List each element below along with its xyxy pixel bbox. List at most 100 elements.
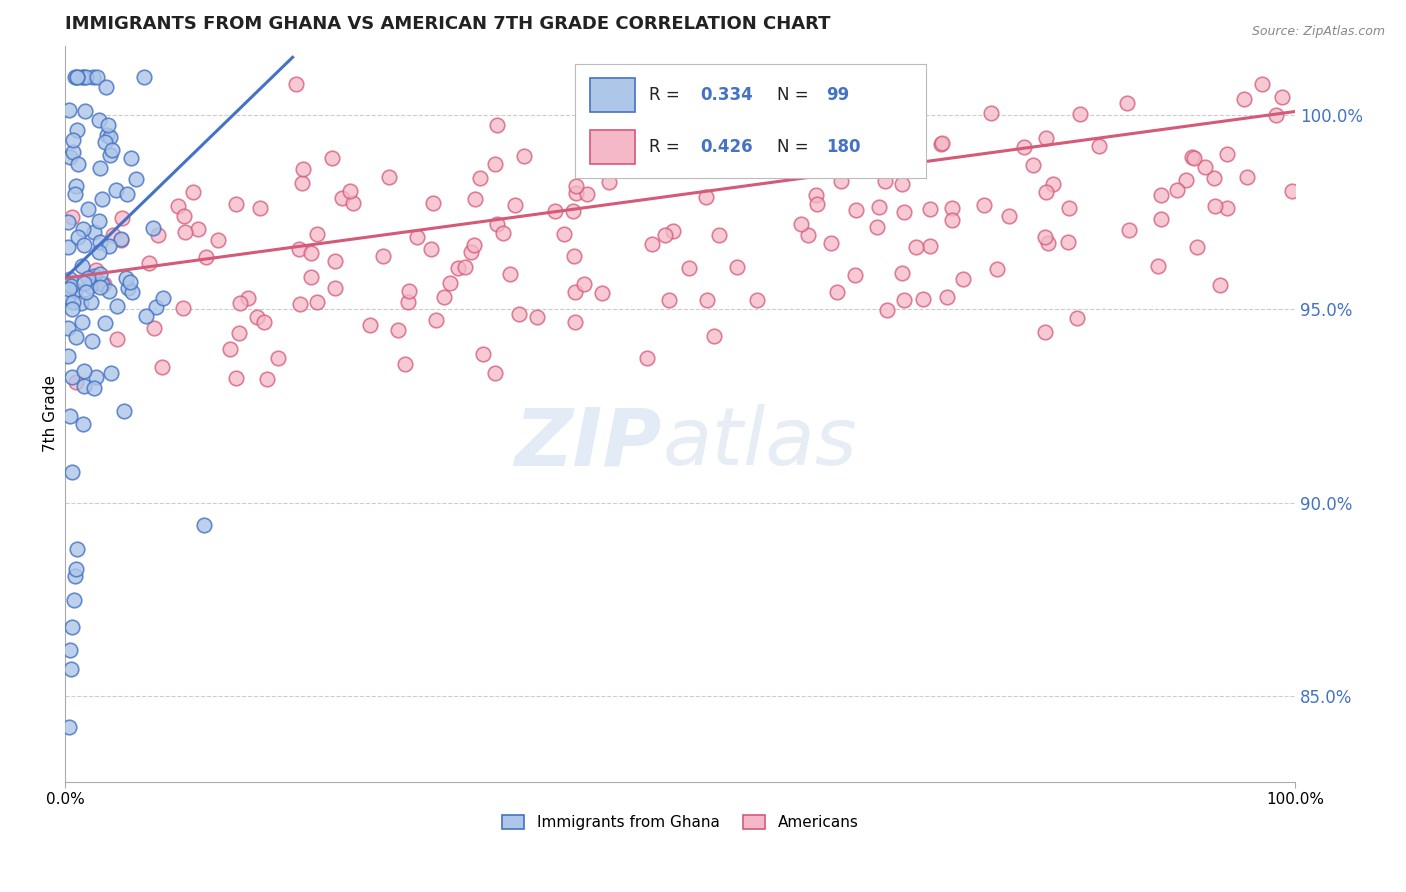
Point (72, 238, 94, 252)
Point (65, 330, 87, 344)
Point (820, 236, 842, 251)
Point (207, 233, 229, 247)
Point (132, 70, 155, 84)
Point (1182, 151, 1205, 165)
Point (72, 417, 94, 432)
Point (1281, 184, 1303, 198)
Point (486, 118, 509, 132)
Point (75, 285, 97, 299)
Point (59, 409, 82, 424)
Point (146, 227, 169, 242)
Point (72, 276, 94, 290)
Point (725, 260, 748, 274)
Point (59, 272, 82, 286)
Point (89, 112, 111, 127)
Point (60, 662, 83, 676)
Point (96, 128, 118, 143)
Point (73, 379, 96, 393)
Text: ZIP: ZIP (515, 404, 661, 482)
Point (929, 137, 952, 152)
Point (83, 269, 105, 284)
Point (1194, 161, 1216, 175)
Point (89, 280, 111, 294)
Point (97, 239, 120, 253)
Point (844, 268, 866, 282)
Point (89, 161, 111, 176)
Point (832, 130, 855, 145)
Point (58, 282, 80, 296)
Point (1174, 173, 1197, 187)
Point (70, 315, 93, 329)
Point (935, 290, 957, 304)
Point (905, 239, 928, 253)
Point (769, 136, 792, 151)
Point (508, 307, 530, 321)
Point (83, 225, 105, 239)
Point (1185, 240, 1208, 254)
Point (111, 211, 134, 226)
Point (89, 276, 111, 290)
Point (371, 249, 394, 263)
Point (120, 275, 142, 289)
Point (98, 147, 121, 161)
Point (1059, 201, 1081, 215)
Point (101, 227, 124, 242)
Point (89, 267, 111, 281)
Point (100, 366, 122, 380)
Point (472, 347, 495, 361)
Point (323, 281, 346, 295)
Point (166, 199, 188, 213)
Point (219, 343, 242, 357)
Point (91, 277, 114, 292)
Point (105, 183, 128, 197)
Point (93, 135, 115, 149)
Point (1209, 277, 1232, 292)
Point (737, 95, 759, 110)
Point (835, 127, 858, 141)
Point (1216, 201, 1239, 215)
Point (73, 70, 96, 84)
Point (499, 267, 522, 281)
Point (299, 246, 322, 260)
Point (150, 360, 173, 375)
Point (117, 281, 139, 295)
Point (1251, 78, 1274, 92)
Point (84, 263, 107, 277)
Point (56, 350, 79, 364)
Point (101, 143, 124, 157)
Point (63, 569, 86, 583)
Point (93, 316, 115, 330)
Point (1118, 223, 1140, 237)
Point (695, 190, 717, 204)
Point (110, 233, 132, 247)
Point (60, 210, 83, 224)
Point (891, 177, 914, 191)
Point (665, 160, 688, 174)
Point (228, 326, 250, 341)
Point (460, 245, 482, 260)
Point (468, 170, 491, 185)
Point (249, 202, 271, 216)
Point (941, 213, 963, 227)
Point (285, 78, 308, 92)
Point (82, 334, 104, 348)
Point (707, 227, 730, 242)
Point (873, 174, 896, 188)
Point (112, 404, 135, 418)
Point (59, 150, 82, 164)
Point (565, 186, 588, 201)
Point (931, 136, 953, 150)
Point (66, 230, 89, 244)
Point (503, 198, 526, 212)
Point (512, 149, 534, 163)
Point (446, 261, 468, 276)
Point (291, 176, 314, 190)
Point (87, 214, 110, 228)
Point (73, 364, 96, 378)
Point (96, 79, 118, 94)
Point (56, 320, 79, 334)
Point (332, 191, 354, 205)
Point (75, 103, 97, 118)
Point (59, 279, 82, 293)
Point (56, 240, 79, 254)
